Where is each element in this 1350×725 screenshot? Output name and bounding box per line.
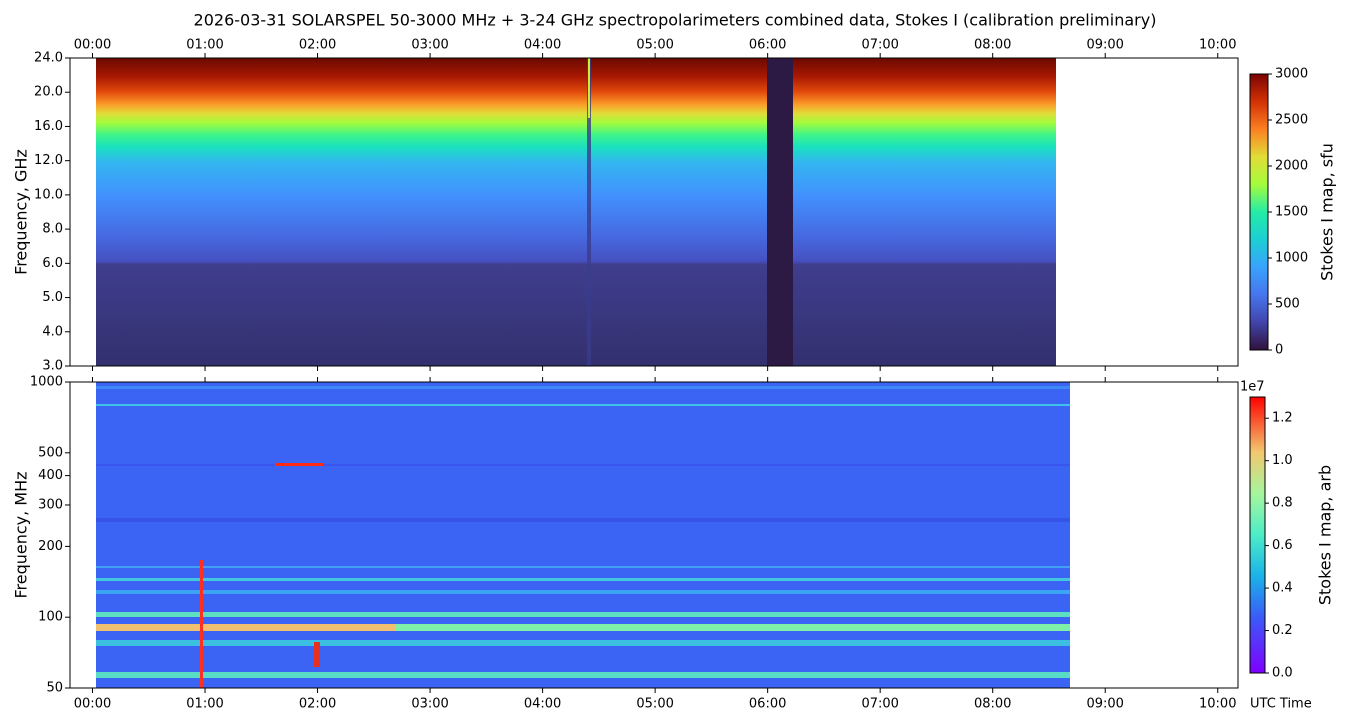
x-tick-label: 06:00 (749, 697, 786, 712)
chart-title: 2026-03-31 SOLARSPEL 50-3000 MHz + 3-24 … (194, 11, 1157, 30)
spectrogram-ghz (96, 58, 1056, 366)
colorbar-tick-label: 2000 (1275, 159, 1308, 174)
x-tick-label: 08:00 (974, 38, 1011, 53)
x-tick-label: 00:00 (74, 697, 111, 712)
x-tick-label: 06:00 (749, 38, 786, 53)
colorbar-tick-label: 0.6 (1272, 538, 1293, 553)
y-tick-label: 200 (38, 539, 63, 554)
x-tick-label: 09:00 (1086, 38, 1123, 53)
colorbar-tick-label: 1.2 (1272, 411, 1293, 426)
colorbar (1249, 396, 1266, 674)
x-tick-label: 05:00 (636, 38, 673, 53)
x-tick-label: 00:00 (74, 38, 111, 53)
x-tick-label: 10:00 (1199, 697, 1236, 712)
y-tick-label: 24.0 (34, 51, 63, 66)
x-tick-label: 01:00 (186, 697, 223, 712)
y-tick-label: 10.0 (34, 187, 63, 202)
y-tick-label: 8.0 (42, 222, 63, 237)
y-tick-label: 16.0 (34, 119, 63, 134)
y-tick-label: 3.0 (42, 359, 63, 374)
colorbar-tick-label: 3000 (1275, 67, 1308, 82)
colorbar-offset: 1e7 (1240, 380, 1265, 395)
y-tick-label: 4.0 (42, 324, 63, 339)
x-tick-label: 07:00 (861, 697, 898, 712)
x-tick-label: 02:00 (299, 38, 336, 53)
colorbar-tick-label: 0.0 (1272, 666, 1293, 681)
colorbar-tick-label: 0.8 (1272, 496, 1293, 511)
plot-frame (69, 381, 1239, 689)
x-axis-label: UTC Time (1250, 697, 1312, 712)
y-tick-label: 6.0 (42, 256, 63, 271)
x-tick-label: 09:00 (1086, 697, 1123, 712)
y-tick-label: 500 (38, 445, 63, 460)
colorbar-tick-label: 0.2 (1272, 623, 1293, 638)
y-tick-label: 100 (38, 610, 63, 625)
colorbar-tick-label: 1000 (1275, 251, 1308, 266)
colorbar-tick-label: 0 (1275, 343, 1283, 358)
y-tick-label: 1000 (30, 375, 63, 390)
colorbar-label: Stokes I map, arb (1316, 465, 1335, 605)
y-tick-label: 5.0 (42, 290, 63, 305)
spectrogram-mhz (96, 382, 1070, 688)
y-tick-label: 300 (38, 497, 63, 512)
y-tick-label: 12.0 (34, 153, 63, 168)
y-tick-label: 20.0 (34, 85, 63, 100)
colorbar (1249, 73, 1269, 351)
colorbar-tick-label: 0.4 (1272, 581, 1293, 596)
x-tick-label: 05:00 (636, 697, 673, 712)
x-tick-label: 03:00 (411, 697, 448, 712)
y-tick-label: 400 (38, 468, 63, 483)
colorbar-tick-label: 1500 (1275, 205, 1308, 220)
colorbar-label: Stokes I map, sfu (1318, 143, 1337, 281)
x-tick-label: 04:00 (524, 697, 561, 712)
colorbar-tick-label: 500 (1275, 297, 1300, 312)
x-tick-label: 03:00 (411, 38, 448, 53)
x-tick-label: 01:00 (186, 38, 223, 53)
colorbar-tick-label: 2500 (1275, 113, 1308, 128)
plot-frame (69, 57, 1239, 367)
x-tick-label: 02:00 (299, 697, 336, 712)
x-tick-label: 07:00 (861, 38, 898, 53)
x-tick-label: 04:00 (524, 38, 561, 53)
y-axis-label: Frequency, MHz (12, 471, 31, 598)
x-tick-label: 08:00 (974, 697, 1011, 712)
y-axis-label: Frequency, GHz (12, 149, 31, 275)
colorbar-tick-label: 1.0 (1272, 453, 1293, 468)
x-tick-label: 10:00 (1199, 38, 1236, 53)
y-tick-label: 50 (46, 681, 63, 696)
